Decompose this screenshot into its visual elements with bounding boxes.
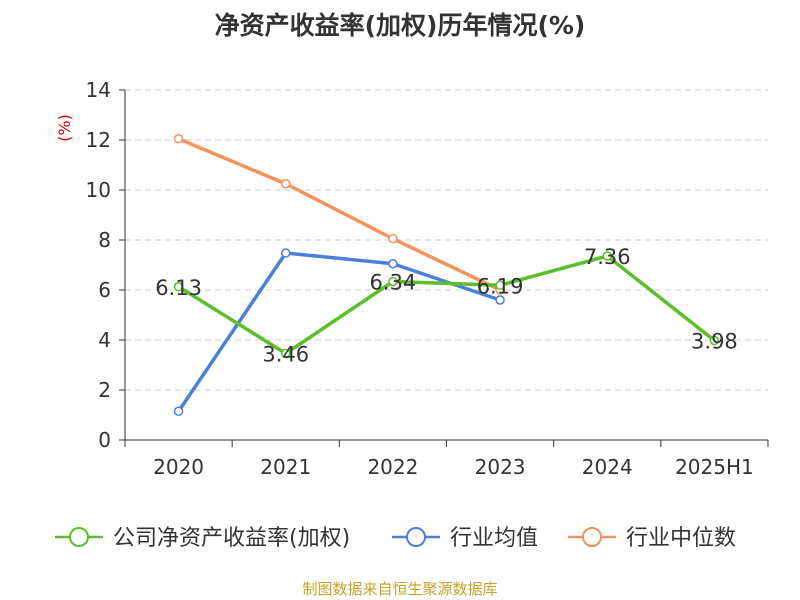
- series-point: [281, 179, 291, 189]
- legend: 公司净资产收益率(加权) 行业均值 行业中位数: [55, 526, 736, 551]
- data-labels: 6.13 3.46 6.34 6.19 7.36 3.98: [155, 245, 738, 367]
- legend-swatch-marker: [406, 527, 426, 547]
- series-point: [495, 295, 505, 305]
- series-point: [173, 134, 184, 144]
- legend-swatch-marker: [582, 527, 602, 547]
- series-line: [177, 137, 501, 292]
- data-label: 7.36: [584, 245, 631, 269]
- y-tick-label: 0: [98, 428, 111, 452]
- legend-label: 公司净资产收益率(加权): [113, 526, 350, 551]
- y-axis-unit-label: (%): [55, 114, 74, 142]
- data-label: 6.19: [477, 274, 524, 298]
- x-tick-label: 2025H1: [675, 455, 754, 479]
- series-point: [281, 348, 291, 359]
- data-label: 3.46: [262, 343, 309, 367]
- series-line: [177, 251, 501, 413]
- data-label: 3.98: [691, 330, 738, 354]
- chart-title: 净资产收益率(加权)历年情况(%): [214, 11, 586, 40]
- y-tick-label: 14: [86, 78, 111, 102]
- y-tick-label: 10: [86, 178, 111, 202]
- y-tick-label: 6: [98, 278, 111, 302]
- x-tick-label: 2020: [153, 455, 204, 479]
- data-label: 6.13: [155, 276, 202, 300]
- y-tick-label: 4: [98, 328, 111, 352]
- data-label: 6.34: [370, 271, 417, 295]
- x-tick-label: 2023: [475, 455, 526, 479]
- series-line: [177, 254, 716, 356]
- y-tick-label: 12: [86, 128, 111, 152]
- series-point: [173, 406, 184, 416]
- x-tick-label: 2022: [367, 455, 418, 479]
- series-point: [709, 335, 720, 346]
- series-point: [388, 276, 398, 287]
- legend-label: 行业均值: [450, 526, 538, 551]
- series-point: [173, 282, 184, 292]
- legend-item: 行业中位数: [568, 526, 736, 551]
- x-tick-label: 2024: [582, 455, 633, 479]
- series-point: [388, 234, 398, 244]
- legend-item: 公司净资产收益率(加权): [55, 526, 350, 551]
- series-point: [495, 280, 505, 290]
- y-tick-label: 8: [98, 228, 111, 252]
- grid-lines: [125, 89, 768, 391]
- y-tick-label: 2: [98, 378, 111, 402]
- series-point: [388, 259, 398, 269]
- series-markers: [173, 134, 720, 416]
- series-point: [602, 251, 612, 261]
- legend-swatch-marker: [69, 527, 89, 547]
- x-tick-label: 2021: [260, 455, 311, 479]
- axes: 0 2 4 6 8 10 12 14 2020 2021 2022 2023 2024 2025H1 (%): [55, 78, 769, 479]
- legend-label: 行业中位数: [626, 526, 736, 551]
- series-point: [281, 248, 291, 258]
- series-lines: [177, 137, 716, 413]
- legend-item: 行业均值: [392, 526, 538, 551]
- source-note: 制图数据来自恒生聚源数据库: [302, 580, 498, 598]
